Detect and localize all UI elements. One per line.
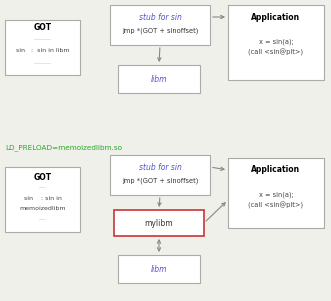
Text: .........: ......... (33, 36, 52, 41)
Text: mylibm: mylibm (145, 219, 173, 228)
Bar (5, 167, 80, 232)
Text: stub for sin: stub for sin (139, 163, 181, 172)
Text: jmp *(GOT + sinoffset): jmp *(GOT + sinoffset) (122, 178, 198, 184)
Text: GOT: GOT (33, 172, 52, 182)
Text: x = sin(a);
(call <sin@plt>): x = sin(a); (call <sin@plt>) (249, 39, 304, 56)
Text: libm: libm (151, 75, 167, 83)
Text: x = sin(a);
(call <sin@plt>): x = sin(a); (call <sin@plt>) (249, 191, 304, 209)
Bar (110, 5, 210, 45)
Bar (5, 20, 80, 75)
Text: ....: .... (38, 185, 46, 190)
Bar (118, 255, 200, 283)
Text: memoizedlibm: memoizedlibm (19, 206, 66, 210)
Bar (114, 210, 204, 236)
Text: libm: libm (151, 265, 167, 274)
Text: Application: Application (252, 166, 301, 175)
Text: Application: Application (252, 13, 301, 21)
Text: LD_PRELOAD=memoizedlibm.so: LD_PRELOAD=memoizedlibm.so (5, 144, 122, 151)
Text: .........: ......... (33, 60, 52, 64)
Bar (110, 155, 210, 195)
Text: sin   :  sin in libm: sin : sin in libm (16, 48, 69, 52)
Bar (118, 65, 200, 93)
Text: sin    : sin in: sin : sin in (24, 196, 62, 200)
Text: stub for sin: stub for sin (139, 13, 181, 21)
Text: GOT: GOT (33, 23, 52, 33)
Text: jmp *(GOT + sinoffset): jmp *(GOT + sinoffset) (122, 28, 198, 34)
Bar (228, 158, 324, 228)
Bar (228, 5, 324, 80)
Text: ....: .... (38, 216, 46, 222)
